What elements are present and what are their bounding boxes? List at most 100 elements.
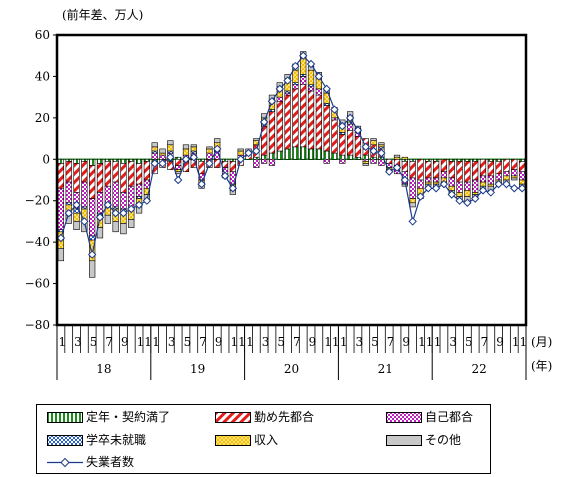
bar-kinmu [472, 161, 479, 181]
line-marker [72, 200, 81, 210]
y-tick-label: 40 [35, 69, 50, 83]
line-marker [64, 208, 73, 218]
line-marker [189, 153, 198, 162]
bar-kinmu [425, 161, 432, 179]
line-marker [275, 84, 284, 94]
bar-sonota [206, 146, 213, 150]
line-marker [377, 148, 386, 158]
line-marker [56, 233, 66, 243]
y-axis-unit-label: (前年差、万人) [62, 8, 144, 22]
bar-shunyu [151, 146, 158, 152]
bar-jiko [128, 185, 135, 208]
bar-kinmu [464, 161, 471, 183]
bar-teinen [456, 158, 463, 162]
month-tick-label: 11 [137, 335, 152, 349]
bar-jiko [472, 179, 479, 193]
line-marker [361, 142, 370, 152]
legend-swatch-shitsugyo [47, 457, 83, 467]
bar-shunyu [292, 69, 299, 83]
bar-kinmu [323, 105, 330, 152]
bar-sonota [57, 248, 65, 262]
line-marker [244, 148, 253, 158]
bar-kinmu [73, 163, 80, 193]
line-marker [463, 198, 472, 207]
bar-sonota [151, 142, 158, 148]
bar-kinmu [511, 158, 518, 170]
line-marker [431, 184, 441, 193]
legend-swatch-jiko [386, 411, 422, 423]
bar-jiko [479, 175, 487, 183]
bar-jiko [120, 192, 127, 210]
year-label: 18 [96, 362, 111, 376]
y-tick-label: 0 [42, 152, 50, 166]
month-tick-label: 7 [199, 335, 207, 349]
bar-shunyu [73, 212, 80, 222]
bar-sonota [159, 148, 166, 154]
bar-teinen [253, 156, 260, 160]
line-marker [353, 126, 363, 135]
bar-shunyu [300, 57, 307, 75]
bar-teinen [315, 148, 322, 160]
bar-jiko [96, 192, 104, 214]
bar-kinmu [432, 161, 440, 179]
bar-jiko [432, 177, 440, 183]
bar-teinen [73, 158, 80, 164]
legend-label-sonota: その他 [425, 433, 462, 447]
y-tick-label: 20 [35, 111, 50, 125]
bar-sonota [167, 140, 174, 146]
bar-jiko [456, 181, 463, 193]
bar-kinmu [292, 88, 299, 148]
line-marker [338, 121, 347, 131]
line-marker [510, 184, 519, 193]
legend-swatch-sonota [386, 434, 422, 446]
bar-shunyu [472, 192, 479, 195]
bar-gakusotsu [112, 206, 119, 210]
legend-label-jiko: 自己都合 [425, 410, 474, 424]
bar-teinen [292, 146, 299, 160]
bar-shunyu [503, 175, 510, 181]
bar-kinmu [143, 161, 151, 181]
bar-teinen [472, 158, 479, 162]
month-tick-label: 5 [277, 335, 285, 349]
bar-shunyu [456, 192, 463, 197]
bar-teinen [307, 148, 315, 160]
bar-jiko [253, 158, 260, 168]
bar-jiko [440, 171, 448, 179]
bar-kinmu [268, 111, 276, 154]
bar-shunyu [190, 146, 197, 152]
bar-teinen [331, 152, 338, 160]
bar-kinmu [284, 94, 291, 150]
line-marker [150, 159, 159, 168]
legend-item-gakusotsu: 学卒未就職 [47, 433, 146, 447]
bar-gakusotsu [323, 103, 330, 106]
bar-kinmu [300, 84, 307, 148]
bar-teinen [300, 146, 307, 160]
bar-gakusotsu [284, 90, 291, 94]
bar-jiko [292, 84, 299, 90]
bar-teinen [464, 158, 471, 162]
bar-gakusotsu [300, 74, 307, 77]
bar-jiko [276, 96, 283, 102]
bar-kinmu [417, 158, 424, 181]
line-marker [330, 105, 339, 114]
line-marker [291, 61, 300, 71]
line-marker [517, 184, 527, 193]
year-label: 21 [378, 362, 393, 376]
line-marker [494, 179, 503, 189]
legend-label-teinen: 定年・契約満了 [86, 410, 171, 424]
bar-kinmu [440, 158, 448, 173]
x-axis-year-unit: (年) [531, 359, 552, 373]
line-marker [385, 167, 394, 176]
bar-teinen [354, 156, 362, 160]
bar-shunyu [159, 152, 166, 156]
month-tick-label: 9 [121, 335, 129, 349]
x-axis-month-unit: (月) [531, 335, 552, 349]
month-tick-label: 5 [90, 335, 98, 349]
bar-shunyu [307, 69, 315, 86]
bar-sonota [112, 221, 119, 233]
bar-teinen [347, 154, 354, 160]
unemployed-line-group [56, 51, 527, 259]
line-marker [306, 59, 316, 69]
line-marker [345, 113, 355, 123]
